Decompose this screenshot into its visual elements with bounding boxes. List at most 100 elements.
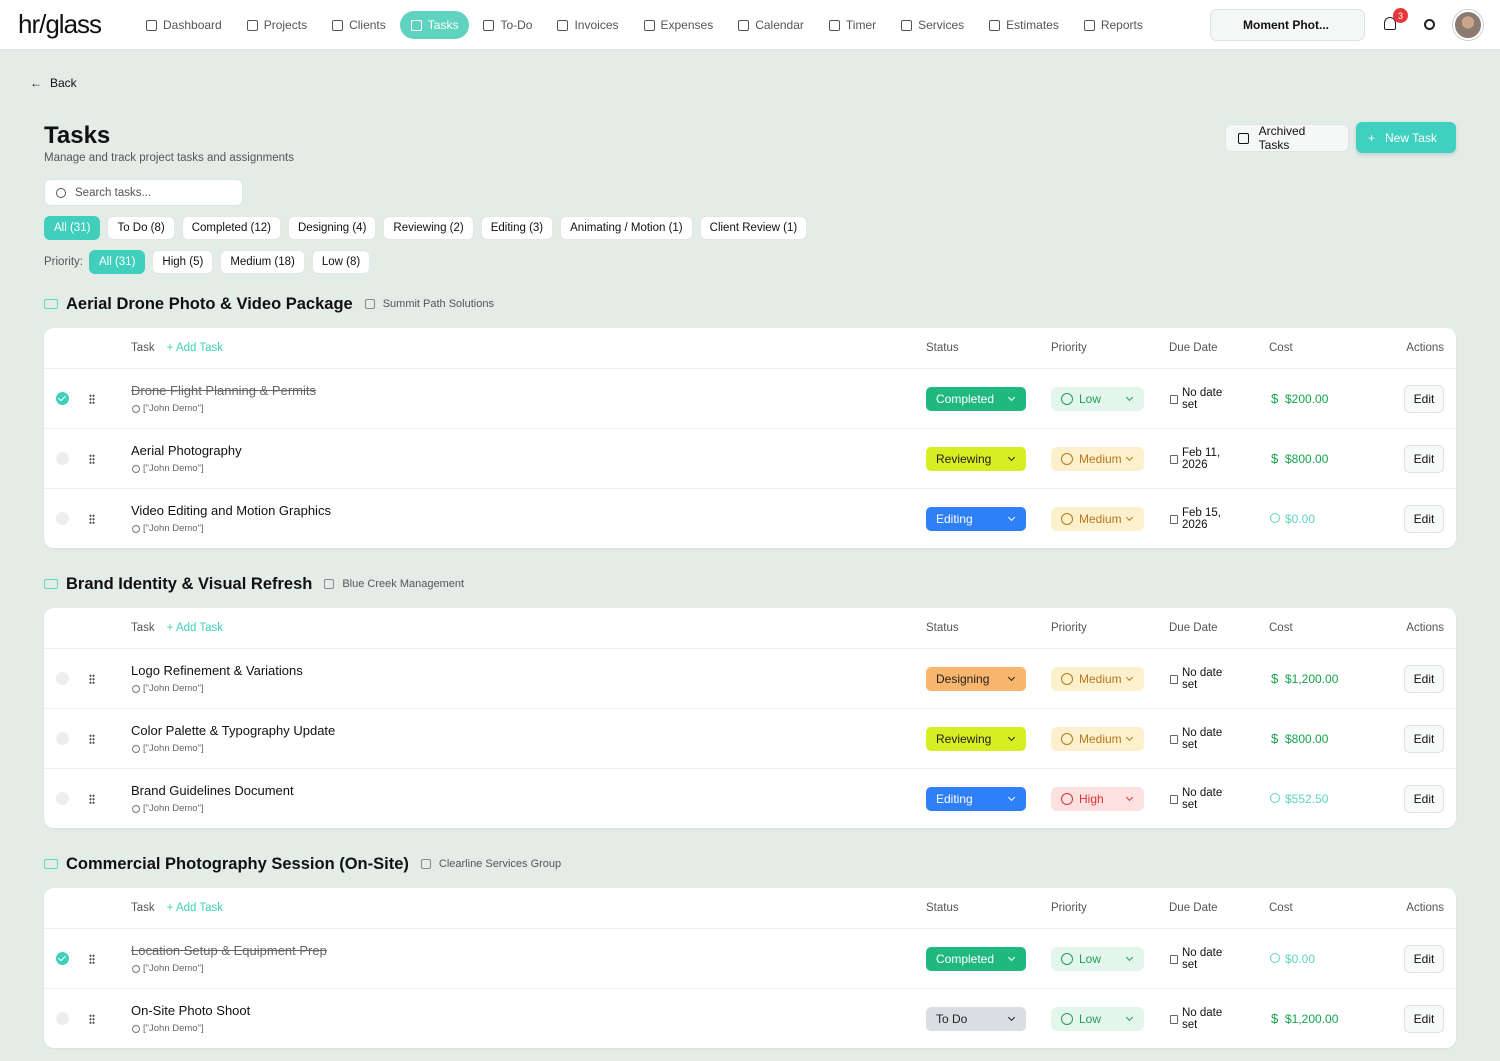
priority-dropdown[interactable]: Medium bbox=[1051, 446, 1144, 471]
status-dropdown[interactable]: Completed bbox=[926, 386, 1026, 411]
nav-label: Reports bbox=[1100, 18, 1143, 32]
notifications-icon[interactable] bbox=[1384, 17, 1396, 30]
group-client[interactable]: Summit Path Solutions bbox=[382, 298, 494, 310]
status-filter[interactable]: Completed (12) bbox=[181, 216, 281, 240]
checkbox[interactable] bbox=[56, 952, 69, 965]
add-task-link[interactable]: + Add Task bbox=[167, 902, 223, 914]
add-task-link[interactable]: + Add Task bbox=[167, 622, 223, 634]
status-filter[interactable]: Animating / Motion (1) bbox=[560, 216, 693, 240]
status-cell: Completed bbox=[926, 946, 1051, 971]
group-client[interactable]: Blue Creek Management bbox=[342, 578, 465, 590]
edit-button[interactable]: Edit bbox=[1404, 384, 1444, 413]
status-filter[interactable]: Reviewing (2) bbox=[383, 216, 474, 240]
task-name[interactable]: Color Palette & Typography Update bbox=[131, 723, 336, 738]
edit-button[interactable]: Edit bbox=[1404, 944, 1444, 973]
nav-item[interactable]: Tasks bbox=[399, 11, 470, 39]
new-task-button[interactable]: + New Task bbox=[1356, 122, 1456, 153]
task-name[interactable]: Aerial Photography bbox=[131, 443, 242, 458]
nav-item[interactable]: Expenses bbox=[633, 11, 725, 39]
status-filter[interactable]: Editing (3) bbox=[480, 216, 554, 240]
nav-icon bbox=[1083, 19, 1095, 31]
external-link-icon[interactable] bbox=[364, 299, 375, 309]
status-dropdown[interactable]: Editing bbox=[926, 786, 1026, 811]
status-dropdown[interactable]: Reviewing bbox=[926, 446, 1026, 471]
checkbox[interactable] bbox=[56, 1012, 69, 1025]
drag-handle[interactable] bbox=[89, 733, 95, 744]
status-filter[interactable]: Designing (4) bbox=[288, 216, 377, 240]
drag-handle[interactable] bbox=[89, 393, 95, 404]
plus-icon: + bbox=[166, 342, 176, 354]
external-link-icon[interactable] bbox=[324, 579, 335, 589]
checkbox[interactable] bbox=[56, 672, 69, 685]
drag-handle[interactable] bbox=[89, 953, 95, 964]
nav-item[interactable]: Timer bbox=[818, 11, 887, 39]
edit-button[interactable]: Edit bbox=[1404, 784, 1444, 813]
status-dropdown[interactable]: Designing bbox=[926, 666, 1026, 691]
checkbox[interactable] bbox=[56, 792, 69, 805]
drag-handle[interactable] bbox=[89, 793, 95, 804]
priority-dropdown[interactable]: Low bbox=[1051, 1006, 1144, 1031]
status-dropdown[interactable]: Editing bbox=[926, 506, 1026, 531]
priority-filter[interactable]: High (5) bbox=[152, 250, 214, 274]
drag-handle[interactable] bbox=[89, 453, 95, 464]
task-name[interactable]: On-Site Photo Shoot bbox=[131, 1003, 251, 1018]
nav-item[interactable]: Estimates bbox=[978, 11, 1070, 39]
drag-handle[interactable] bbox=[89, 1013, 95, 1024]
priority-filter[interactable]: All (31) bbox=[88, 250, 146, 274]
status-filter[interactable]: Client Review (1) bbox=[699, 216, 808, 240]
edit-button[interactable]: Edit bbox=[1404, 504, 1444, 533]
task-name[interactable]: Brand Guidelines Document bbox=[131, 783, 294, 798]
cost-cell: $800.00 bbox=[1269, 730, 1379, 748]
edit-button[interactable]: Edit bbox=[1404, 664, 1444, 693]
external-link-icon[interactable] bbox=[420, 859, 431, 869]
nav-item[interactable]: Calendar bbox=[727, 11, 815, 39]
nav-item[interactable]: To-Do bbox=[472, 11, 543, 39]
archived-button[interactable]: Archived Tasks bbox=[1225, 124, 1349, 152]
priority-dropdown[interactable]: Medium bbox=[1051, 666, 1144, 691]
priority-filter[interactable]: Medium (18) bbox=[220, 250, 305, 274]
nav-item[interactable]: Services bbox=[890, 11, 975, 39]
nav-icon bbox=[738, 19, 750, 31]
nav-item[interactable]: Clients bbox=[321, 11, 397, 39]
edit-button[interactable]: Edit bbox=[1404, 1004, 1444, 1033]
status-dropdown[interactable]: Completed bbox=[926, 946, 1026, 971]
checkbox[interactable] bbox=[56, 732, 69, 745]
task-name[interactable]: Logo Refinement & Variations bbox=[131, 663, 303, 678]
status-dropdown[interactable]: Reviewing bbox=[926, 726, 1026, 751]
workspace-selector[interactable]: Moment Phot... bbox=[1210, 9, 1365, 41]
nav-item[interactable]: Dashboard bbox=[135, 11, 233, 39]
plus-icon: + bbox=[166, 622, 176, 634]
priority-filter[interactable]: Low (8) bbox=[311, 250, 371, 274]
cost-cell: $200.00 bbox=[1269, 390, 1379, 408]
edit-button[interactable]: Edit bbox=[1404, 724, 1444, 753]
task-name[interactable]: Drone Flight Planning & Permits bbox=[131, 383, 316, 398]
nav-item[interactable]: Invoices bbox=[546, 11, 629, 39]
logo[interactable]: hr/glass bbox=[18, 9, 102, 39]
priority-dropdown[interactable]: Low bbox=[1051, 386, 1144, 411]
priority-dropdown[interactable]: Medium bbox=[1051, 726, 1144, 751]
drag-handle[interactable] bbox=[89, 673, 95, 684]
status-filter[interactable]: To Do (8) bbox=[107, 216, 175, 240]
nav-item[interactable]: Projects bbox=[236, 11, 318, 39]
nav-item[interactable]: Reports bbox=[1073, 11, 1154, 39]
priority-dropdown[interactable]: Medium bbox=[1051, 506, 1144, 531]
avatar[interactable] bbox=[1453, 10, 1483, 40]
priority-dropdown[interactable]: High bbox=[1051, 786, 1144, 811]
checkbox[interactable] bbox=[56, 452, 69, 465]
search-input[interactable]: Search tasks... bbox=[44, 179, 243, 206]
status-filter[interactable]: All (31) bbox=[44, 216, 101, 240]
actions-cell: Edit bbox=[1379, 724, 1456, 753]
status-dropdown[interactable]: To Do bbox=[926, 1006, 1026, 1031]
group-client[interactable]: Clearline Services Group bbox=[438, 858, 562, 870]
checkbox[interactable] bbox=[56, 512, 69, 525]
edit-button[interactable]: Edit bbox=[1404, 444, 1444, 473]
back-link[interactable]: ← Back bbox=[30, 76, 77, 90]
task-name[interactable]: Location Setup & Equipment Prep bbox=[131, 943, 327, 958]
task-name[interactable]: Video Editing and Motion Graphics bbox=[131, 503, 331, 518]
settings-icon[interactable] bbox=[1424, 19, 1435, 30]
checkbox[interactable] bbox=[56, 392, 69, 405]
drag-handle[interactable] bbox=[89, 513, 95, 524]
priority-dropdown[interactable]: Low bbox=[1051, 946, 1144, 971]
add-task-link[interactable]: + Add Task bbox=[167, 342, 223, 354]
